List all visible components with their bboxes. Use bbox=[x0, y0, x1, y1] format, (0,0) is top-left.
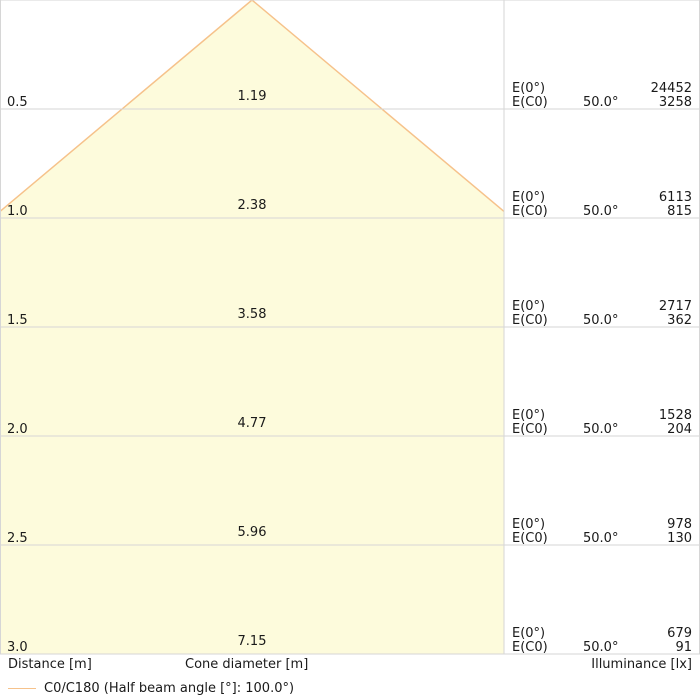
angle-value: 50.0° bbox=[583, 640, 618, 655]
angle-value: 50.0° bbox=[583, 95, 618, 110]
angle-value: 50.0° bbox=[583, 531, 618, 546]
ec0-label: E(C0) bbox=[512, 204, 548, 219]
ec0-label: E(C0) bbox=[512, 95, 548, 110]
cone-diameter-value: 5.96 bbox=[238, 525, 267, 540]
cone-diameter-value: 2.38 bbox=[238, 198, 267, 213]
distance-label: 0.5 bbox=[7, 95, 28, 110]
ec0-value: 130 bbox=[667, 531, 692, 546]
cone-diameter-value: 4.77 bbox=[238, 416, 267, 431]
e0-value: 2717 bbox=[659, 299, 692, 314]
angle-value: 50.0° bbox=[583, 313, 618, 328]
e0-label: E(0°) bbox=[512, 81, 545, 96]
cone-diameter-value: 3.58 bbox=[238, 307, 267, 322]
ec0-label: E(C0) bbox=[512, 313, 548, 328]
cone-diameter-value: 7.15 bbox=[238, 634, 267, 649]
ec0-value: 91 bbox=[675, 640, 692, 655]
distance-axis-label: Distance [m] bbox=[8, 657, 92, 672]
ec0-label: E(C0) bbox=[512, 531, 548, 546]
distance-label: 1.5 bbox=[7, 313, 28, 328]
illuminance-label: Illuminance [lx] bbox=[591, 657, 692, 672]
e0-label: E(0°) bbox=[512, 299, 545, 314]
ec0-value: 815 bbox=[667, 204, 692, 219]
ec0-value: 362 bbox=[667, 313, 692, 328]
ec0-label: E(C0) bbox=[512, 422, 548, 437]
legend-swatch bbox=[8, 688, 36, 689]
ec0-label: E(C0) bbox=[512, 640, 548, 655]
distance-label: 3.0 bbox=[7, 640, 28, 655]
angle-value: 50.0° bbox=[583, 422, 618, 437]
e0-label: E(0°) bbox=[512, 517, 545, 532]
legend: C0/C180 (Half beam angle [°]: 100.0°) bbox=[8, 681, 294, 696]
e0-label: E(0°) bbox=[512, 190, 545, 205]
ec0-value: 204 bbox=[667, 422, 692, 437]
e0-label: E(0°) bbox=[512, 626, 545, 641]
e0-value: 978 bbox=[667, 517, 692, 532]
e0-value: 24452 bbox=[651, 81, 692, 96]
e0-value: 679 bbox=[667, 626, 692, 641]
angle-value: 50.0° bbox=[583, 204, 618, 219]
cone-edge bbox=[0, 0, 505, 213]
ec0-value: 3258 bbox=[659, 95, 692, 110]
distance-label: 2.5 bbox=[7, 531, 28, 546]
distance-label: 1.0 bbox=[7, 204, 28, 219]
cone-diameter-value: 1.19 bbox=[238, 89, 267, 104]
e0-value: 1528 bbox=[659, 408, 692, 423]
cone-diameter-label: Cone diameter [m] bbox=[185, 657, 309, 672]
e0-value: 6113 bbox=[659, 190, 692, 205]
distance-label: 2.0 bbox=[7, 422, 28, 437]
e0-label: E(0°) bbox=[512, 408, 545, 423]
legend-label: C0/C180 (Half beam angle [°]: 100.0°) bbox=[44, 681, 295, 696]
